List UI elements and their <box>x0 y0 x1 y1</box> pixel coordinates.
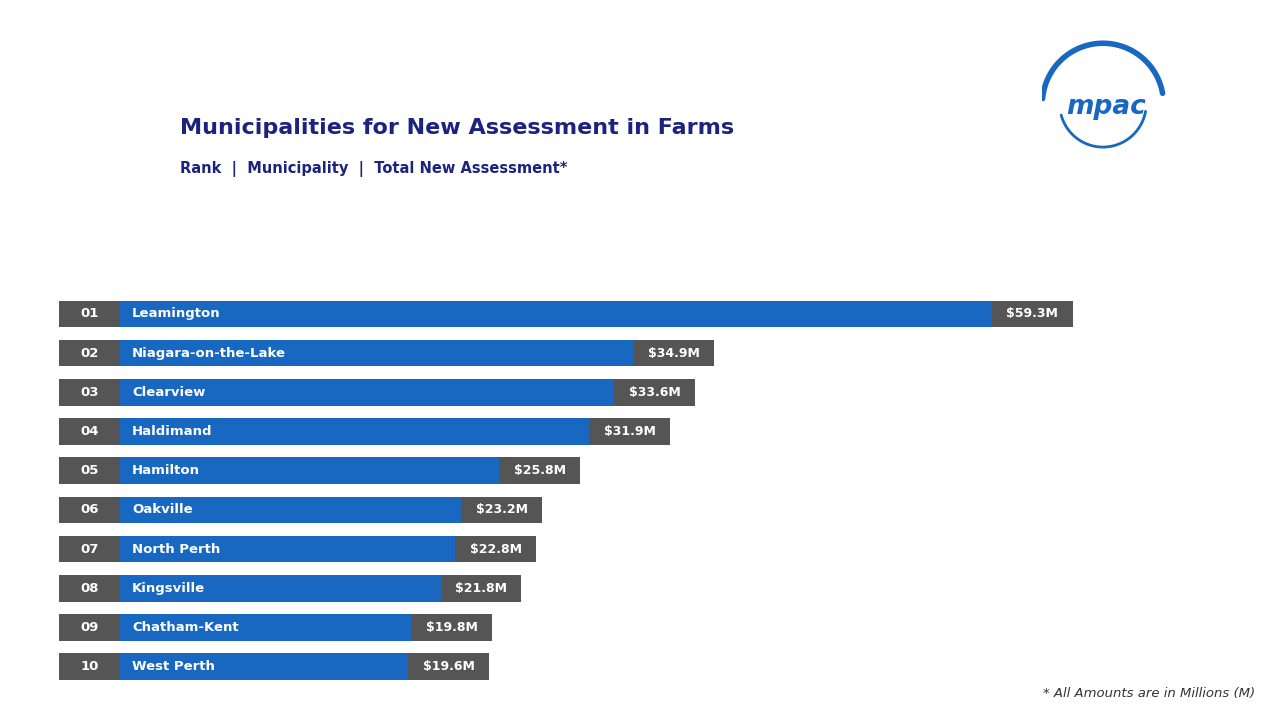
Bar <box>120 379 614 406</box>
Text: 10: 10 <box>64 141 122 182</box>
Bar <box>614 379 694 406</box>
Text: 10: 10 <box>81 660 99 673</box>
Bar <box>120 575 441 601</box>
Bar <box>120 614 411 641</box>
Text: 08: 08 <box>81 582 99 595</box>
Text: Oakville: Oakville <box>132 503 192 516</box>
Bar <box>59 418 120 445</box>
Text: $25.8M: $25.8M <box>514 464 566 477</box>
Text: $21.8M: $21.8M <box>455 582 507 595</box>
Text: $23.2M: $23.2M <box>475 503 528 516</box>
Bar <box>411 614 492 641</box>
Text: $33.6M: $33.6M <box>629 386 680 399</box>
Bar <box>120 653 409 680</box>
Text: $31.9M: $31.9M <box>603 425 656 438</box>
Bar <box>59 536 120 562</box>
Text: Leamington: Leamington <box>132 307 220 320</box>
Text: $19.8M: $19.8M <box>425 621 478 634</box>
Text: Kingsville: Kingsville <box>132 582 205 595</box>
Bar <box>59 497 120 523</box>
Bar <box>409 653 489 680</box>
Text: Haldimand: Haldimand <box>132 425 213 438</box>
Text: 09: 09 <box>81 621 99 634</box>
Text: 2021: 2021 <box>68 49 149 77</box>
Bar <box>59 575 120 601</box>
Bar <box>589 418 670 445</box>
Text: 02: 02 <box>81 347 99 360</box>
Bar <box>59 379 120 406</box>
Text: Assessment Roll: Assessment Roll <box>155 51 368 75</box>
Text: $59.3M: $59.3M <box>1006 307 1058 320</box>
Bar <box>120 457 500 484</box>
Bar <box>59 340 120 366</box>
Text: 04: 04 <box>81 425 99 438</box>
Bar <box>120 536 455 562</box>
Bar <box>991 301 1072 327</box>
Text: mpac: mpac <box>1066 94 1145 120</box>
Bar <box>455 536 537 562</box>
Bar <box>59 301 120 327</box>
Text: $22.8M: $22.8M <box>470 543 521 556</box>
Text: West Perth: West Perth <box>132 660 215 673</box>
Text: TOP: TOP <box>61 114 94 128</box>
Bar <box>59 457 120 484</box>
Text: $19.6M: $19.6M <box>423 660 475 673</box>
Text: * All Amounts are in Millions (M): * All Amounts are in Millions (M) <box>1043 687 1255 701</box>
Text: 06: 06 <box>81 503 99 516</box>
Bar <box>59 614 120 641</box>
Text: Niagara-on-the-Lake: Niagara-on-the-Lake <box>132 347 286 360</box>
Text: $34.9M: $34.9M <box>648 347 699 360</box>
Text: 05: 05 <box>81 464 99 477</box>
Text: Hamilton: Hamilton <box>132 464 200 477</box>
Bar <box>120 340 633 366</box>
Text: North Perth: North Perth <box>132 543 220 556</box>
Text: Chatham-Kent: Chatham-Kent <box>132 621 238 634</box>
Bar <box>120 497 461 523</box>
Text: Municipalities for New Assessment in Farms: Municipalities for New Assessment in Far… <box>181 118 734 138</box>
Bar <box>500 457 580 484</box>
Text: Clearview: Clearview <box>132 386 205 399</box>
Bar <box>120 301 991 327</box>
Bar <box>461 497 542 523</box>
Text: 01: 01 <box>81 307 99 320</box>
Bar <box>120 418 589 445</box>
Text: 03: 03 <box>81 386 99 399</box>
Text: Rank  |  Municipality  |  Total New Assessment*: Rank | Municipality | Total New Assessme… <box>181 161 567 177</box>
Bar <box>441 575 521 601</box>
Bar <box>59 653 120 680</box>
Text: 07: 07 <box>81 543 99 556</box>
Bar <box>633 340 714 366</box>
